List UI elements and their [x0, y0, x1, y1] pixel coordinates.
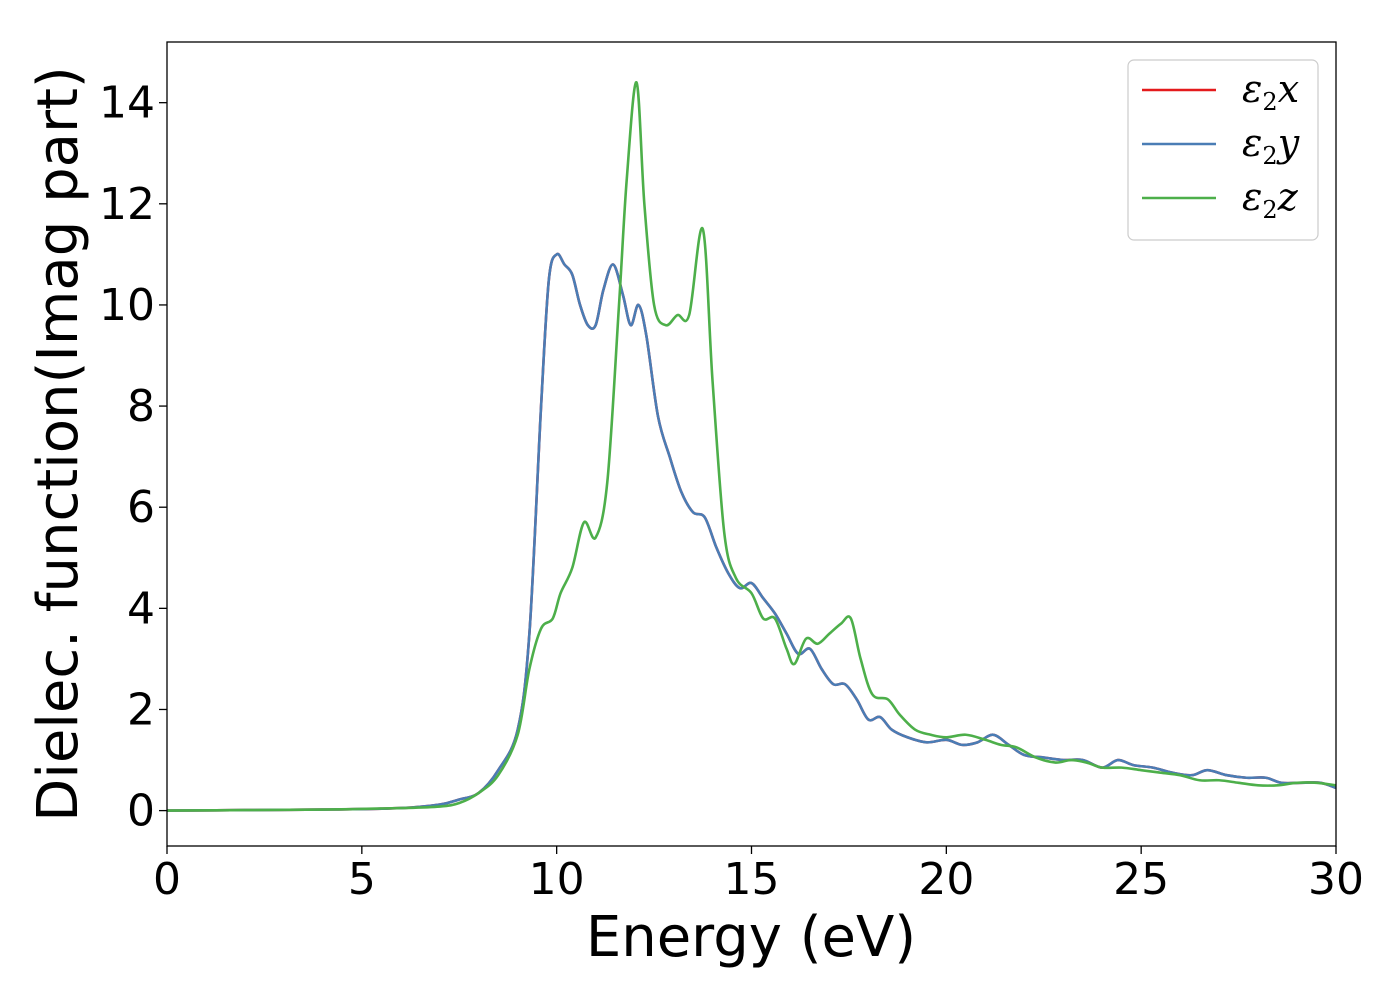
y-tick-label: 12: [99, 179, 155, 230]
legend-label-z: ε2z: [1242, 175, 1299, 224]
y-axis-ticks: 0 2 4 6 8 10 12 14: [99, 78, 167, 837]
x-tick-label: 0: [153, 854, 181, 905]
y-tick-label: 0: [127, 786, 155, 837]
series-line-y: [167, 252, 1336, 812]
y-tick-label: 14: [99, 78, 155, 129]
series-layer: [167, 81, 1336, 812]
x-tick-label: 20: [918, 854, 974, 905]
x-tick-label: 10: [529, 854, 585, 905]
x-tick-label: 30: [1308, 854, 1364, 905]
y-tick-label: 6: [127, 482, 155, 533]
y-tick-label: 2: [127, 684, 155, 735]
series-line-z: [167, 81, 1336, 812]
legend-box: [1127, 59, 1319, 241]
x-tick-label: 15: [724, 854, 780, 905]
x-tick-label: 5: [348, 854, 376, 905]
y-tick-label: 10: [99, 280, 155, 331]
legend-label-x: ε2x: [1242, 67, 1299, 116]
x-tick-label: 25: [1113, 854, 1169, 905]
x-axis-label: Energy (eV): [586, 905, 916, 970]
y-axis-label: Dielec. function(Imag part): [26, 66, 91, 822]
y-tick-label: 4: [127, 583, 155, 634]
legend-label-y: ε2y: [1242, 121, 1300, 170]
y-tick-label: 8: [127, 381, 155, 432]
x-axis-ticks: 0 5 10 15 20 25 30: [153, 846, 1364, 905]
legend: ε2x ε2y ε2z: [1127, 59, 1319, 241]
